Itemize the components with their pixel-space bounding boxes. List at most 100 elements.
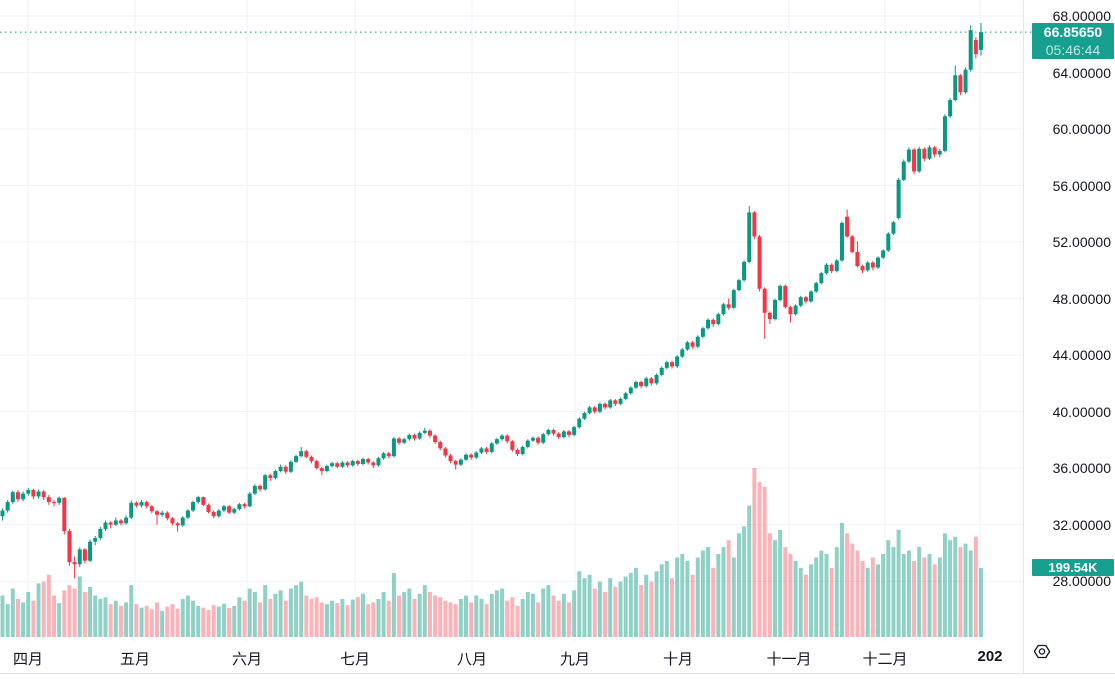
- candle-body: [103, 522, 108, 529]
- volume-bar: [520, 598, 525, 637]
- candle-body: [72, 562, 77, 565]
- volume-bar: [397, 595, 402, 637]
- time-axis-label: 十一月: [766, 651, 812, 668]
- candle-body: [819, 273, 824, 284]
- candle-body: [82, 549, 87, 561]
- volume-bar: [788, 554, 793, 637]
- volume-bar: [721, 547, 726, 637]
- candle-body: [680, 349, 685, 357]
- volume-bar: [216, 606, 221, 637]
- volume-bar: [314, 597, 319, 637]
- candle-body: [10, 492, 15, 503]
- price-axis[interactable]: 68.00000 64.00000 60.00000 56.00000 52.00000…: [1023, 0, 1115, 641]
- candle-body: [649, 378, 654, 384]
- volume-bar: [103, 597, 108, 637]
- candle-body: [201, 497, 206, 505]
- candle-body: [175, 523, 180, 526]
- candle-body: [932, 147, 937, 155]
- candle-body: [494, 439, 499, 444]
- volume-bar: [93, 595, 98, 637]
- volume-bar: [46, 574, 51, 637]
- volume-bar: [618, 581, 623, 637]
- volume-bar: [263, 585, 268, 637]
- candle-body: [206, 504, 211, 512]
- candle-body: [603, 403, 608, 408]
- candle-body: [860, 266, 865, 271]
- candle-body: [788, 307, 793, 315]
- volume-bar: [299, 581, 304, 637]
- volume-bar: [680, 554, 685, 637]
- volume-bar: [304, 595, 309, 637]
- volume-bar: [62, 590, 67, 637]
- candle-body: [196, 497, 201, 503]
- volume-bar: [690, 574, 695, 637]
- volume-bar: [160, 611, 165, 637]
- volume-bar: [597, 581, 602, 637]
- time-axis-label: 六月: [231, 651, 263, 668]
- candle-body: [834, 260, 839, 272]
- candle-body: [706, 319, 711, 329]
- candle-body: [582, 413, 587, 419]
- candle-body: [52, 502, 56, 504]
- volume-bar: [664, 560, 669, 637]
- volume-bar: [268, 598, 273, 637]
- volume-bar: [855, 550, 860, 637]
- volume-bar: [932, 564, 937, 637]
- volume-bar: [41, 581, 46, 637]
- candle-body: [556, 433, 561, 438]
- candle-body: [659, 367, 664, 375]
- scale-settings-icon[interactable]: [1033, 643, 1051, 660]
- candle-body: [304, 451, 309, 457]
- volume-bar: [386, 600, 391, 637]
- volume-bar: [515, 605, 520, 637]
- candle-body: [479, 448, 484, 453]
- volume-bar: [963, 543, 968, 637]
- candle-body: [783, 285, 788, 308]
- volume-bar: [165, 606, 170, 637]
- candle-body: [747, 212, 752, 262]
- volume-bar: [211, 605, 216, 637]
- price-axis-label: 44.00000: [1052, 347, 1111, 364]
- candle-body: [958, 75, 963, 93]
- price-axis-label: 36.00000: [1052, 460, 1111, 477]
- candle-body: [191, 502, 196, 511]
- volume-bar: [149, 609, 154, 637]
- candle-body: [968, 30, 973, 70]
- price-gridlines: [0, 15, 1023, 582]
- candle-body: [160, 512, 165, 515]
- volume-bar: [191, 600, 196, 637]
- time-axis-label: 五月: [119, 651, 151, 668]
- time-axis[interactable]: 四月 五月 六月 七月 八月 九月 十月 十一月 十二月 202: [0, 641, 1115, 673]
- candle-body: [273, 470, 278, 479]
- candle-body: [484, 448, 489, 452]
- time-axis-label: 202: [977, 648, 1003, 665]
- volume-bar: [407, 588, 412, 637]
- volume-bar: [695, 557, 700, 637]
- price-axis-label: 52.00000: [1052, 234, 1111, 251]
- candle-body: [402, 439, 407, 443]
- candle-body: [716, 314, 721, 325]
- volume-bar: [906, 550, 911, 637]
- volume-bar: [742, 526, 747, 637]
- candle-body: [628, 387, 633, 394]
- volume-bar: [551, 595, 556, 637]
- candle-body: [587, 407, 592, 414]
- candle-body: [268, 475, 273, 479]
- candle-body: [500, 435, 505, 440]
- volume-bar: [891, 547, 896, 637]
- candle-body: [489, 443, 494, 452]
- volume-bar: [561, 593, 566, 637]
- candle-body: [15, 492, 20, 500]
- candle-body: [67, 531, 72, 563]
- candle-body: [88, 541, 93, 561]
- candle-body: [597, 403, 602, 412]
- volume-bar: [896, 529, 901, 637]
- volume-bar: [237, 597, 242, 637]
- volume-bar: [979, 567, 983, 637]
- candle-body: [366, 458, 371, 463]
- volume-bar: [608, 578, 613, 637]
- candle-body: [912, 149, 917, 172]
- price-axis-label: 64.00000: [1052, 64, 1111, 81]
